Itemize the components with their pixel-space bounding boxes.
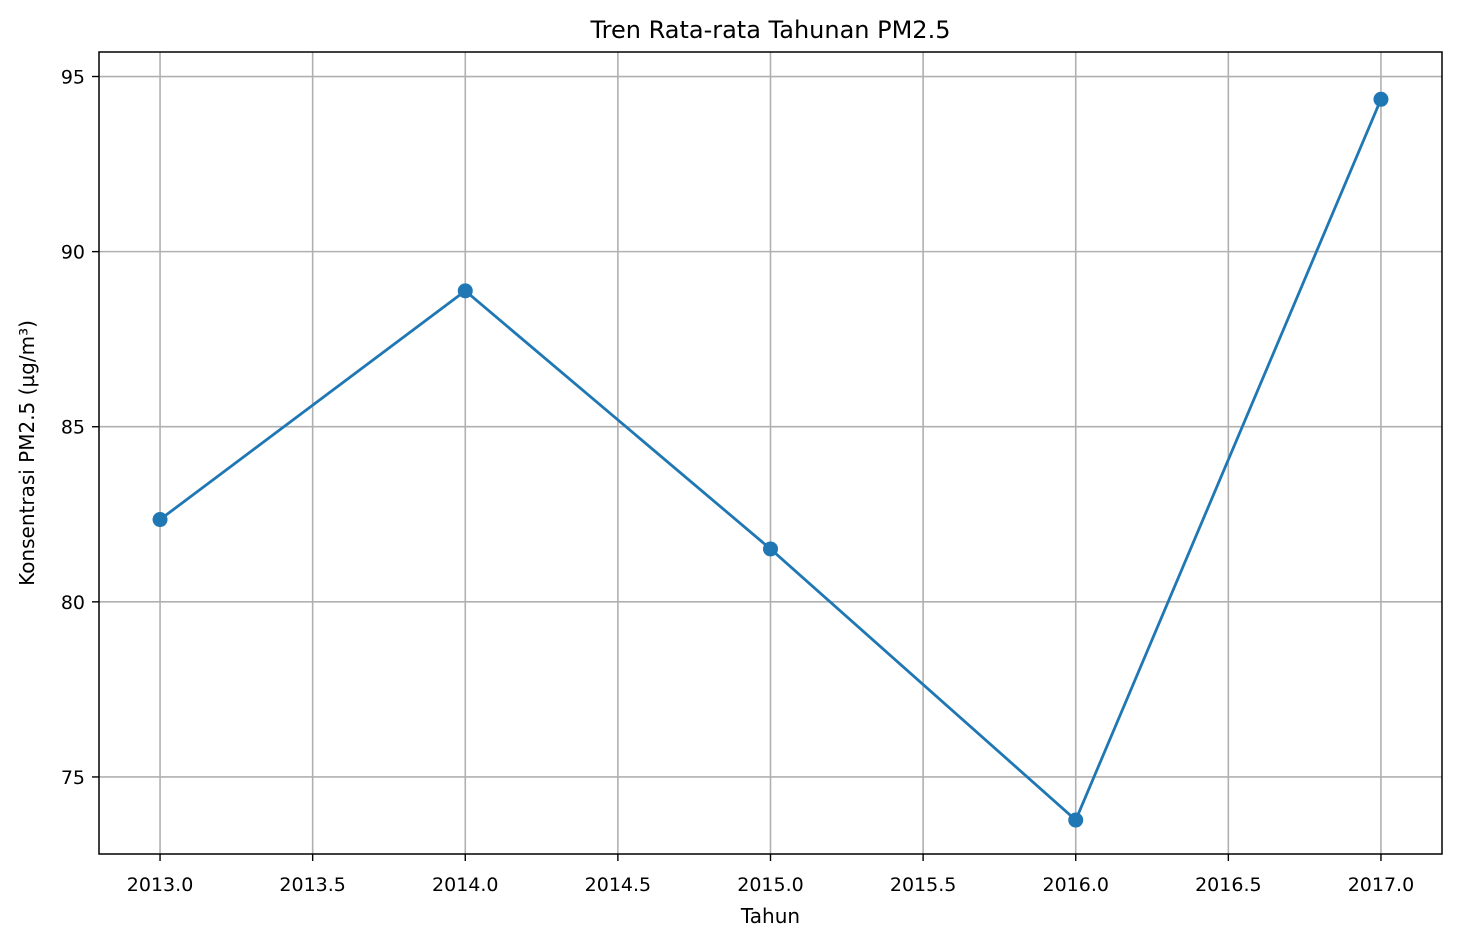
x-tick-label: 2014.0 — [432, 874, 498, 896]
data-point — [457, 283, 473, 299]
x-tick-label: 2013.5 — [279, 874, 345, 896]
data-point — [1068, 812, 1084, 828]
y-tick-label: 85 — [61, 417, 85, 439]
x-tick-label: 2016.0 — [1042, 874, 1108, 896]
x-axis-label: Tahun — [740, 904, 800, 928]
x-tick-label: 2016.5 — [1195, 874, 1261, 896]
grid — [99, 52, 1442, 854]
y-axis-ticks: 75 80 85 90 95 — [61, 67, 99, 789]
x-tick-label: 2015.5 — [890, 874, 956, 896]
y-tick-label: 95 — [61, 67, 85, 89]
y-tick-label: 75 — [61, 767, 85, 789]
x-axis-ticks: 2013.0 2013.5 2014.0 2014.5 2015.0 2015.5 2016… — [127, 854, 1414, 896]
y-axis-label: Konsentrasi PM2.5 (µg/m³) — [15, 320, 39, 586]
x-tick-label: 2013.0 — [127, 874, 193, 896]
y-tick-label: 80 — [61, 592, 85, 614]
y-tick-label: 90 — [61, 242, 85, 264]
series-group — [152, 91, 1389, 828]
data-point — [763, 541, 778, 557]
data-point — [1373, 91, 1389, 107]
x-tick-label: 2017.0 — [1348, 874, 1414, 896]
data-point — [152, 512, 168, 528]
x-tick-label: 2015.0 — [737, 874, 803, 896]
chart-title: Tren Rata-rata Tahunan PM2.5 — [590, 16, 951, 44]
x-tick-label: 2014.5 — [585, 874, 651, 896]
